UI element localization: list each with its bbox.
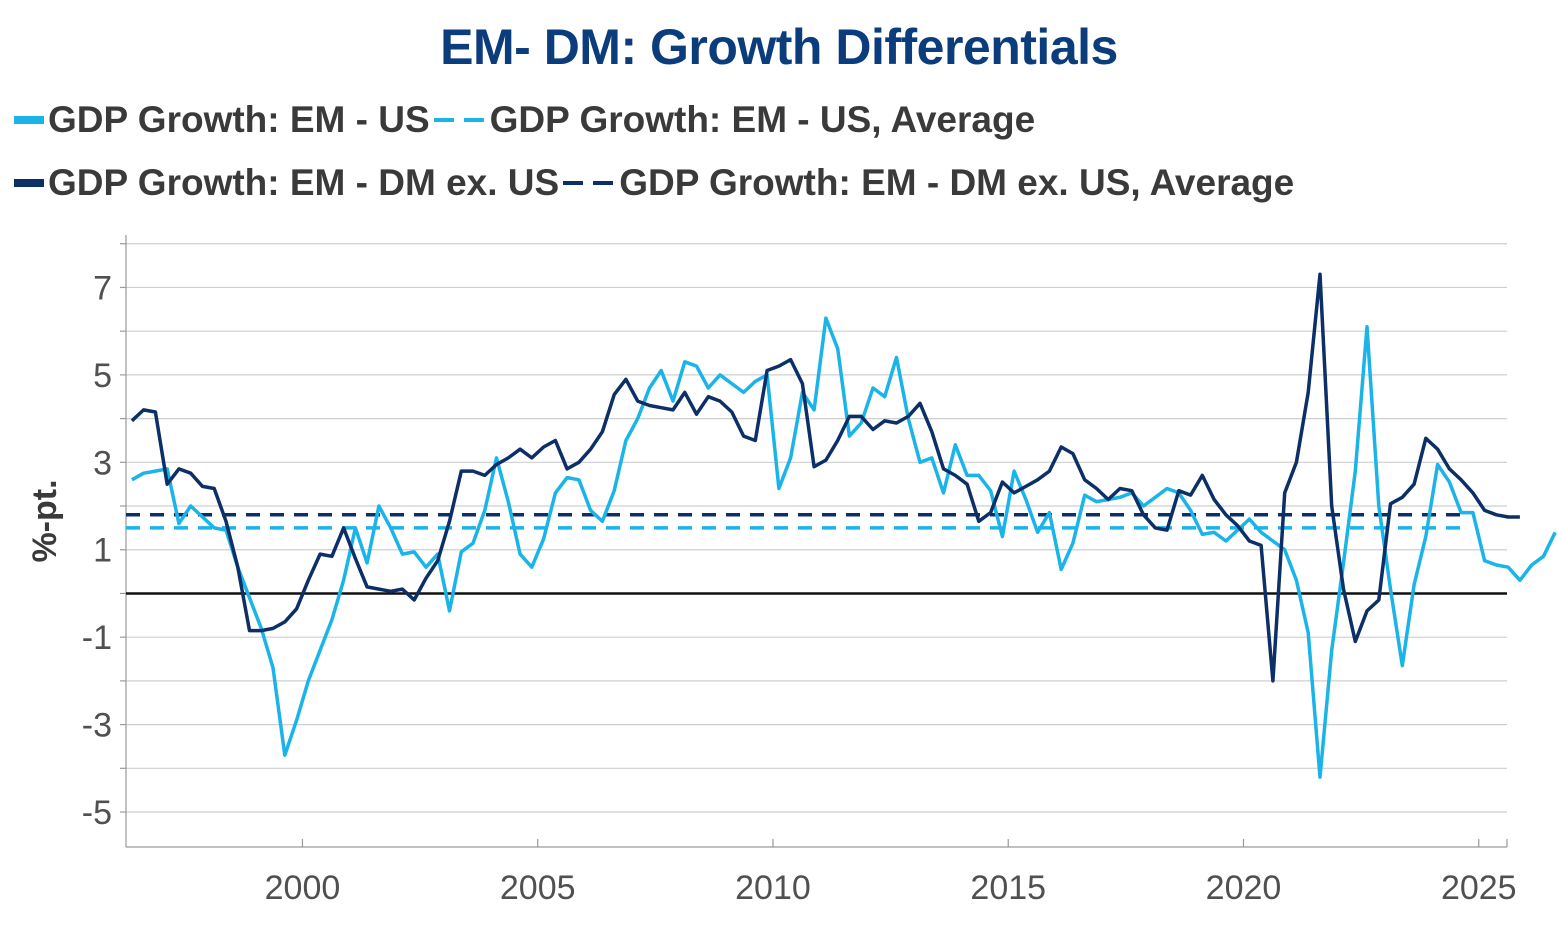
- legend-swatch-em-us-average: [433, 118, 484, 122]
- x-tick-label: 2000: [265, 869, 341, 907]
- y-tick-label: -5: [82, 794, 112, 832]
- legend-swatch-em-dm: [14, 179, 44, 187]
- series-line-em-dm-ex-us: [130, 272, 1520, 683]
- legend-item-em-dm: GDP Growth: EM - DM ex. US: [14, 162, 559, 204]
- y-tick-label: 5: [93, 357, 112, 395]
- legend-label-em-dm-average: GDP Growth: EM - DM ex. US, Average: [619, 162, 1295, 203]
- x-tick-label: 2015: [970, 869, 1046, 907]
- y-tick-label: 7: [93, 269, 112, 307]
- x-tick-label: 2020: [1206, 869, 1282, 907]
- legend-row-2: GDP Growth: EM - DM ex. US GDP Growth: E…: [14, 158, 1294, 208]
- series-line-em-us: [131, 316, 1557, 779]
- legend-swatch-em-dm-average: [563, 181, 614, 185]
- legend-item-em-dm-average: GDP Growth: EM - DM ex. US, Average: [559, 162, 1294, 204]
- x-tick-label: 2025: [1441, 869, 1517, 907]
- legend-label-em-us: GDP Growth: EM - US: [48, 99, 430, 140]
- x-tick-label: 2010: [735, 869, 811, 907]
- y-axis-title: %-pt.: [26, 479, 64, 562]
- chart-title: EM- DM: Growth Differentials: [440, 19, 1118, 75]
- legend-swatch-em-us: [14, 116, 44, 124]
- legend-item-em-us-average: GDP Growth: EM - US, Average: [430, 99, 1036, 141]
- y-tick-label: -3: [82, 707, 112, 745]
- legend-row-1: GDP Growth: EM - US GDP Growth: EM - US,…: [14, 95, 1035, 145]
- y-tick-label: 1: [93, 532, 112, 570]
- legend-label-em-us-average: GDP Growth: EM - US, Average: [489, 99, 1036, 140]
- x-tick-label: 2005: [500, 869, 576, 907]
- legend-item-em-us: GDP Growth: EM - US: [14, 99, 430, 141]
- y-tick-label: 3: [93, 444, 112, 482]
- y-tick-label: -1: [82, 619, 112, 657]
- legend-label-em-dm: GDP Growth: EM - DM ex. US: [48, 162, 560, 203]
